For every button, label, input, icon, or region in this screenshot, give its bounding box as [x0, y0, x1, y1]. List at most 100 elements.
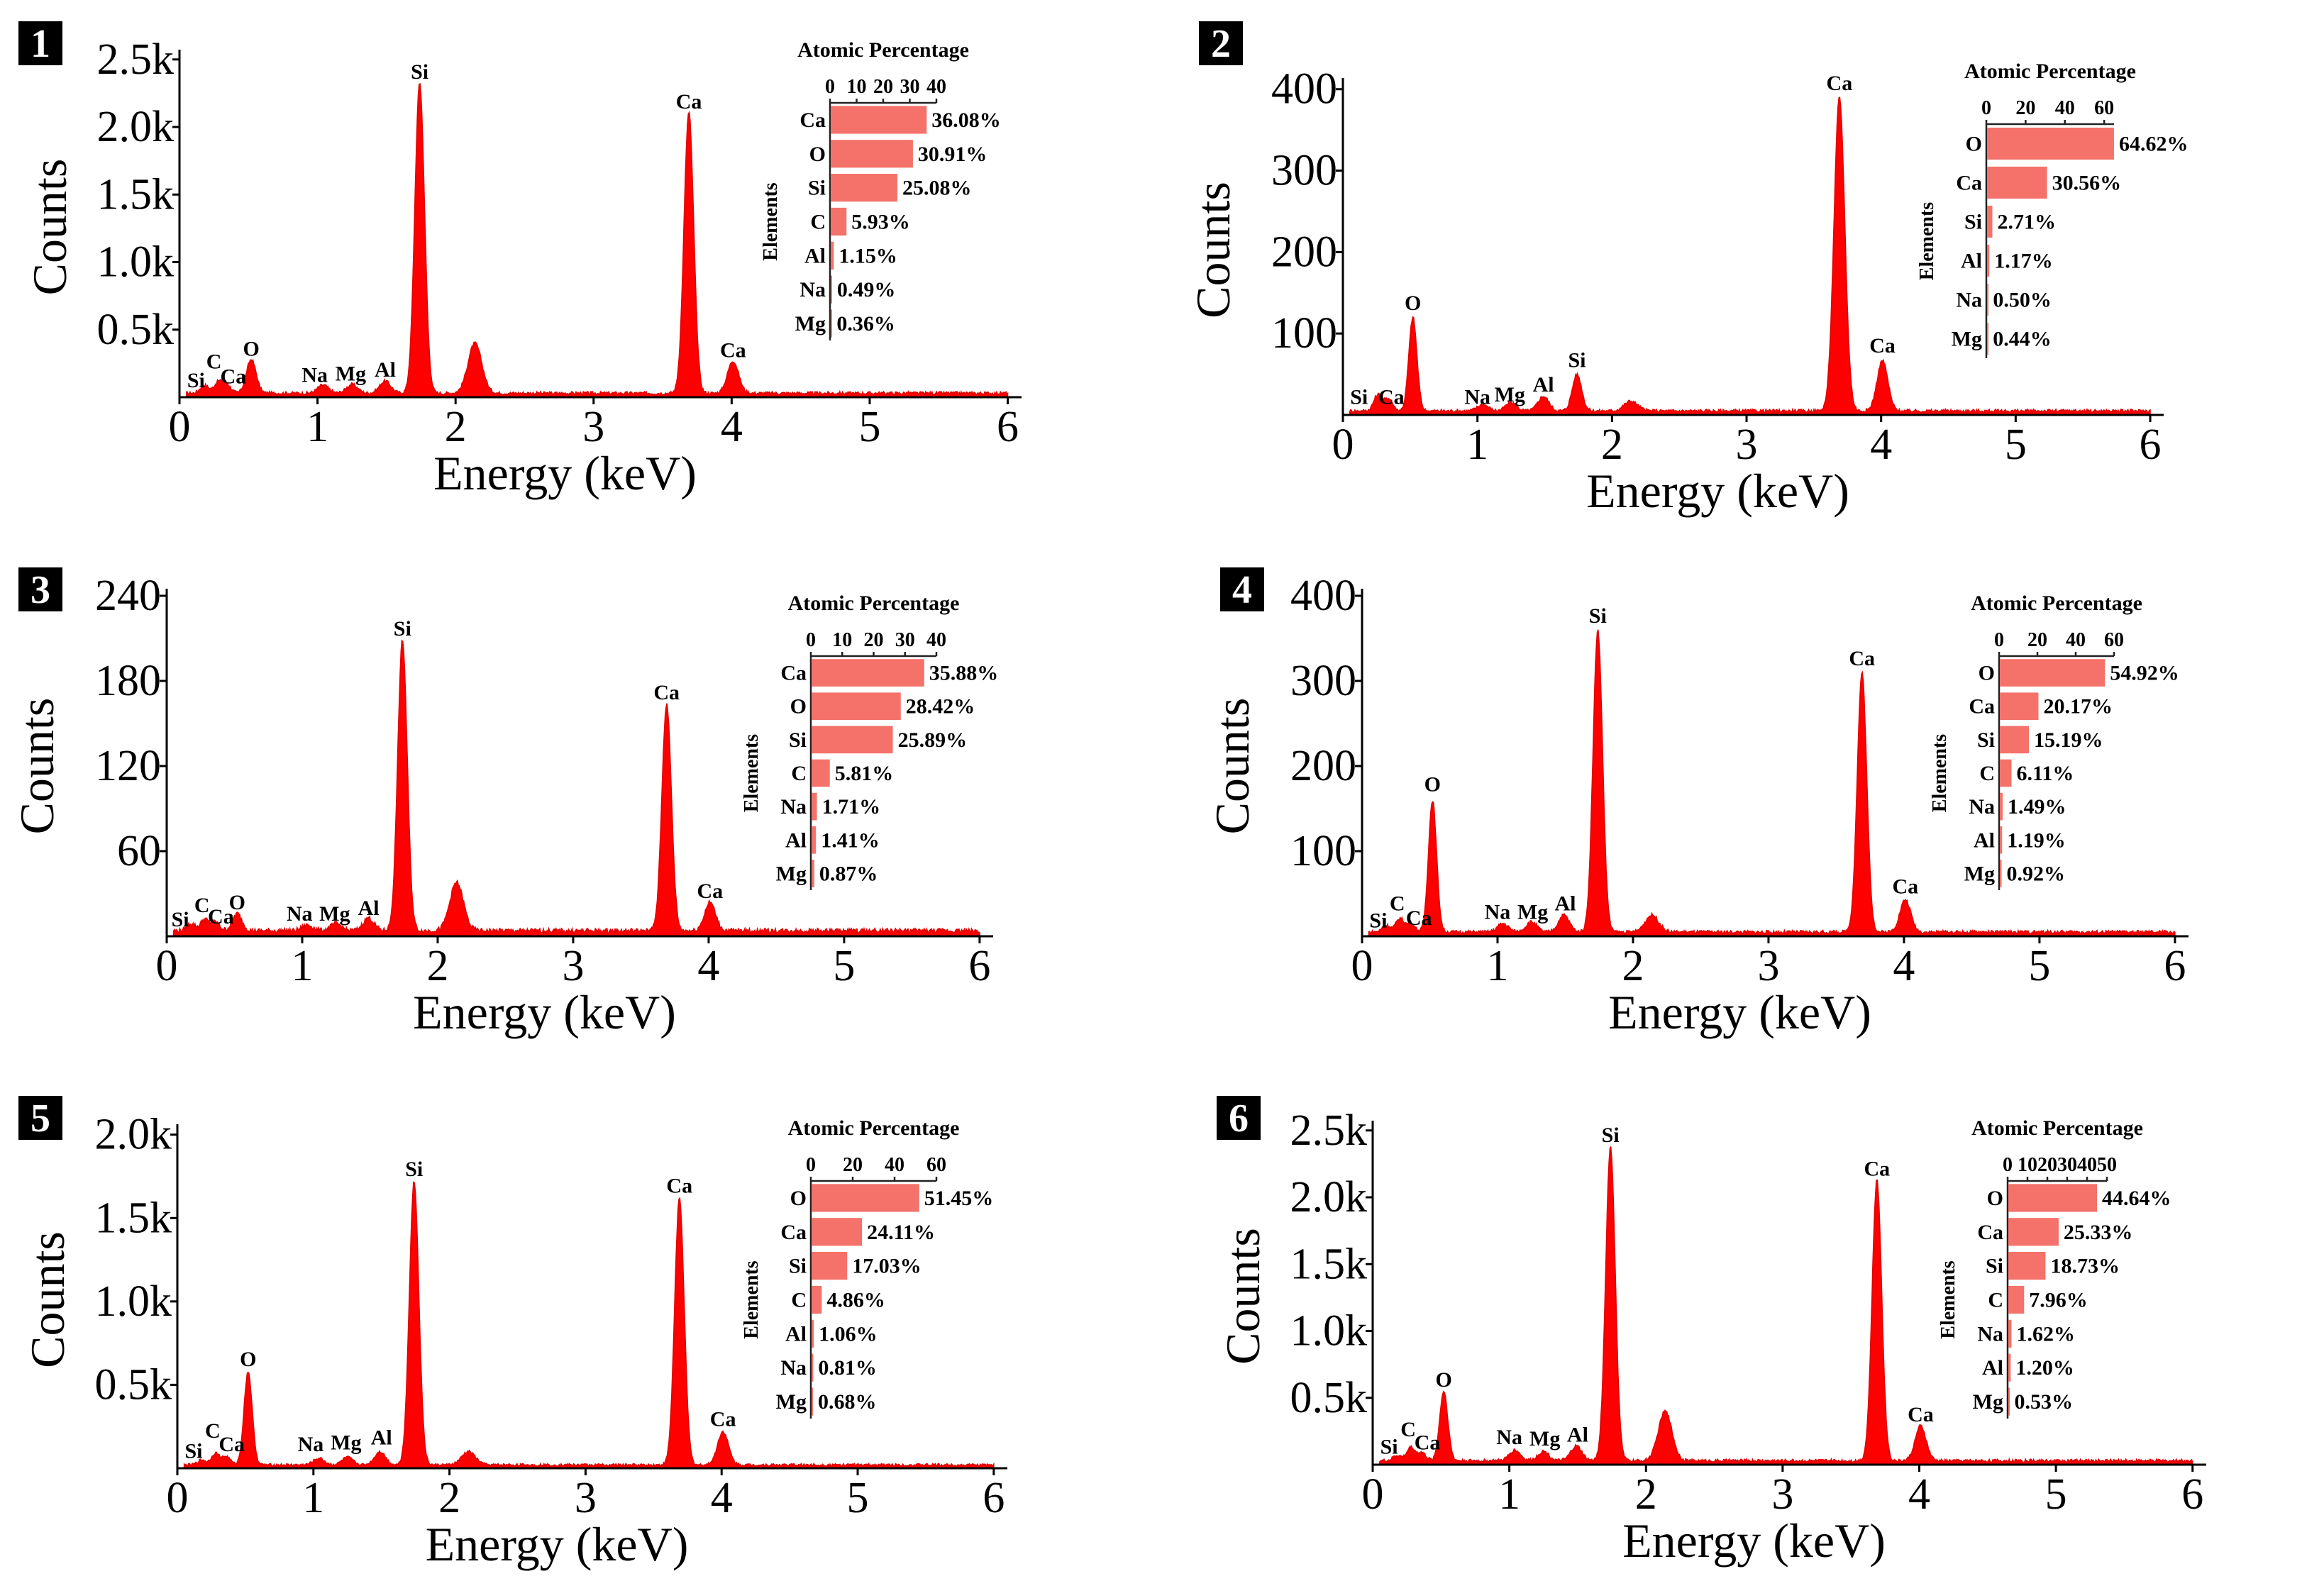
y-tick-label: 400	[1271, 65, 1337, 113]
y-tick-label: 0.5k	[95, 1360, 172, 1409]
x-tick-label: 0	[169, 403, 191, 451]
peak-label: Ca	[1827, 72, 1853, 95]
inset-x-tick-label: 60	[926, 1154, 946, 1176]
inset-value-label: 1.41%	[821, 828, 880, 852]
x-axis-label: Energy (keV)	[1586, 464, 1849, 518]
panel-badge	[18, 21, 62, 65]
x-tick-label: 1	[1466, 421, 1488, 469]
inset-value-label: 1.15%	[839, 244, 897, 267]
inset-x-tick-label: 40	[885, 1154, 904, 1176]
inset-bar-o	[2008, 1184, 2097, 1212]
inset-x-tick-label: 0	[1994, 629, 2004, 651]
inset-value-label: 5.93%	[851, 211, 910, 234]
peak-label: Al	[1567, 1423, 1588, 1446]
inset-value-label: 44.64%	[2102, 1187, 2171, 1210]
inset-bar-o	[2000, 659, 2106, 687]
x-tick-label: 5	[2028, 942, 2050, 990]
inset-bar-mg	[2008, 1387, 2010, 1416]
inset-bar-al	[2000, 826, 2003, 854]
inset-bar-c	[2008, 1285, 2025, 1314]
inset-bar-na	[1987, 283, 1988, 316]
inset-category-label: Ca	[780, 662, 807, 685]
panel-badge	[1217, 1096, 1261, 1140]
y-tick-label: 60	[117, 827, 161, 875]
inset-value-label: 0.81%	[818, 1356, 877, 1380]
x-tick-label: 0	[1351, 942, 1373, 990]
x-tick-label: 2	[1622, 942, 1644, 990]
inset-bar-al	[2008, 1353, 2011, 1382]
inset-category-label: C	[791, 1289, 807, 1312]
peak-label: Ca	[666, 1174, 692, 1197]
inset-value-label: 20.17%	[2043, 695, 2113, 719]
inset-value-label: 7.96%	[2029, 1289, 2088, 1312]
spectrum-area	[1378, 1146, 2193, 1465]
x-tick-label: 6	[997, 403, 1019, 451]
panel-badge	[18, 567, 62, 611]
inset-value-label: 35.88%	[929, 662, 999, 685]
inset-x-tick-label: 30	[2057, 1154, 2077, 1176]
inset-x-tick-label: 50	[2097, 1154, 2117, 1176]
peak-label: Ca	[1415, 1431, 1441, 1455]
peak-label: Na	[1485, 901, 1511, 924]
peak-label: Si	[187, 369, 205, 392]
inset-category-label: Na	[780, 1356, 807, 1380]
peak-label: Ca	[1406, 906, 1432, 930]
inset-x-tick-label: 10	[2018, 1154, 2037, 1176]
inset-title: Atomic Percentage	[797, 38, 969, 62]
inset-bar-ca	[812, 659, 924, 687]
peak-label: Ca	[1378, 385, 1405, 409]
x-tick-label: 3	[1771, 1470, 1793, 1519]
inset-category-label: Al	[785, 1322, 807, 1346]
inset-bar-si	[831, 174, 898, 202]
inset-value-label: 0.87%	[819, 862, 878, 885]
x-tick-label: 6	[968, 942, 990, 990]
y-tick-label: 1.0k	[1290, 1307, 1368, 1355]
inset-y-axis-label: Elements	[1916, 202, 1938, 281]
inset-x-tick-label: 0	[1981, 97, 1991, 119]
peak-label: Ca	[697, 880, 724, 903]
inset-value-label: 51.45%	[924, 1187, 994, 1210]
inset-title: Atomic Percentage	[1971, 592, 2142, 615]
inset-value-label: 0.92%	[2006, 862, 2065, 885]
x-tick-label: 4	[1893, 942, 1915, 990]
inset-value-label: 28.42%	[906, 695, 975, 719]
inset-category-label: Si	[789, 728, 807, 752]
inset-x-tick-label: 40	[2077, 1154, 2097, 1176]
x-tick-label: 1	[1486, 942, 1508, 990]
x-tick-label: 6	[983, 1474, 1005, 1522]
peak-label: Mg	[331, 1431, 361, 1455]
inset-value-label: 25.89%	[898, 728, 968, 752]
inset-bar-mg	[831, 309, 832, 338]
inset-bar-c	[2000, 759, 2012, 787]
x-tick-label: 0	[167, 1474, 189, 1522]
y-tick-label: 2.5k	[97, 35, 175, 84]
x-axis-label: Energy (keV)	[433, 446, 697, 500]
inset-y-axis-label: Elements	[1937, 1260, 1959, 1339]
inset-x-tick-label: 20	[2015, 97, 2035, 119]
peak-label: Ca	[720, 338, 746, 362]
inset-value-label: 0.53%	[2014, 1390, 2073, 1414]
peak-label: Mg	[1529, 1427, 1560, 1450]
inset-value-label: 0.68%	[818, 1390, 877, 1414]
peak-label: Si	[394, 617, 411, 640]
atomic-percentage-inset: Atomic Percentage 0 20 40 60 O 54.92% Ca 20.17% S…	[1929, 592, 2179, 890]
inset-y-axis-label: Elements	[741, 734, 763, 813]
spectrum-area	[185, 82, 1009, 398]
inset-category-label: Si	[1964, 211, 1982, 234]
inset-bar-o	[812, 692, 901, 721]
inset-x-tick-label: 30	[900, 76, 920, 98]
inset-x-tick-label: 40	[926, 76, 946, 98]
inset-bar-al	[1987, 244, 1990, 277]
peak-label: Ca	[1849, 647, 1875, 670]
y-tick-label: 400	[1290, 572, 1356, 620]
x-tick-label: 2	[426, 942, 448, 990]
peak-label: Al	[1533, 373, 1554, 396]
x-tick-label: 3	[582, 403, 604, 451]
inset-y-axis-label: Elements	[760, 182, 782, 261]
inset-bar-na	[812, 792, 817, 821]
peak-label: Si	[1369, 909, 1387, 933]
inset-value-label: 36.08%	[931, 109, 1001, 132]
inset-value-label: 1.71%	[822, 795, 881, 819]
inset-bar-mg	[1987, 322, 1988, 355]
